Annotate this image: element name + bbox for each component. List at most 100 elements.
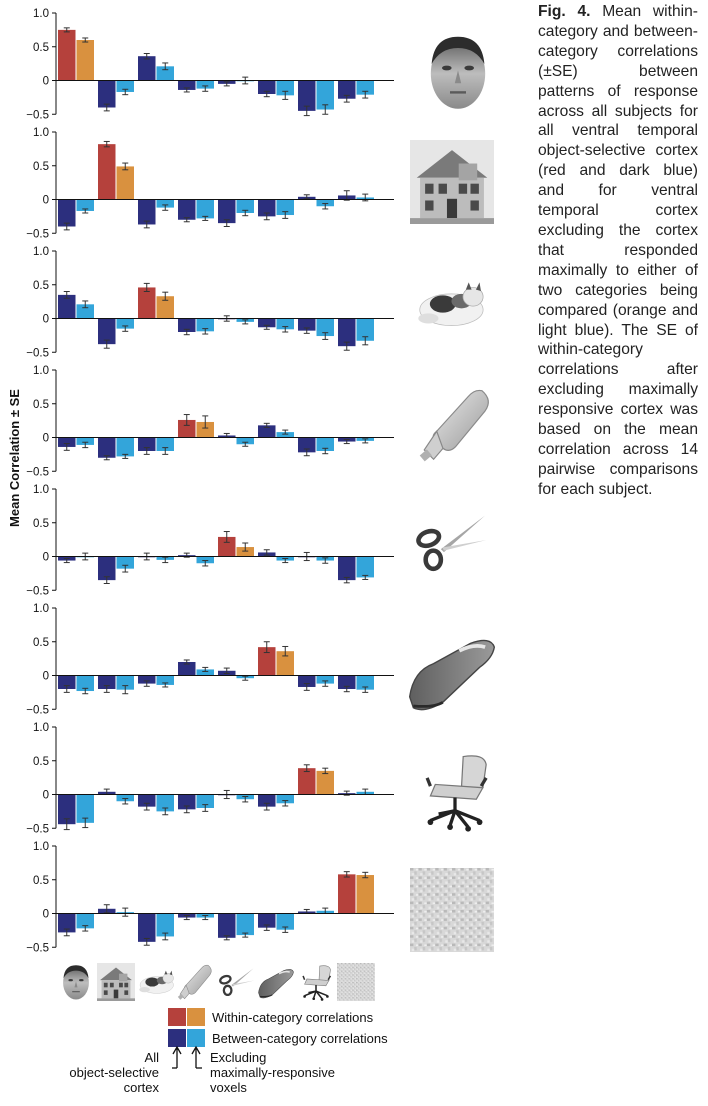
bar-face-excl	[76, 304, 94, 319]
bar-shoe-all	[258, 913, 276, 928]
panel-2: 1.0 0.5 0 −0.5	[26, 127, 394, 240]
bar-chair-excl	[316, 199, 334, 207]
bar-cat-all	[138, 675, 156, 684]
bar-shoe-all	[258, 318, 276, 328]
y-tick-label: 0.5	[33, 399, 49, 411]
bar-cat-excl	[156, 913, 174, 937]
face-icon	[63, 965, 89, 1000]
bar-bottle-excl	[196, 199, 214, 219]
y-tick-label: 1.0	[33, 246, 49, 258]
bar-face-excl	[76, 794, 94, 823]
y-tick-label: 0	[43, 195, 49, 207]
category-icons	[63, 963, 375, 1002]
bar-house-all	[98, 675, 116, 689]
bar-face-all	[58, 675, 76, 689]
bar-bottle-excl	[196, 556, 214, 564]
legend-excl-label-line: maximally-responsive	[210, 1065, 335, 1080]
bar-scrambled-excl	[356, 80, 374, 95]
bar-scrambled-excl	[356, 875, 374, 914]
bar-shoe-excl	[276, 318, 294, 330]
bar-shoe-excl	[276, 651, 294, 676]
bar-bottle-all	[178, 80, 196, 90]
y-tick-label: −0.5	[26, 585, 49, 597]
bar-cat-excl	[156, 794, 174, 812]
bar-shoe-excl	[276, 80, 294, 96]
legend-swatch-between-excl	[187, 1029, 205, 1047]
bar-bottle-excl	[196, 421, 214, 438]
bar-bottle-excl	[196, 669, 214, 676]
bar-bottle-all	[178, 662, 196, 676]
bar-scrambled-all	[338, 556, 356, 581]
bar-house-excl	[116, 318, 134, 329]
bar-scrambled-excl	[356, 675, 374, 690]
y-tick-label: 0.5	[33, 42, 49, 54]
bar-chair-all	[298, 437, 316, 453]
legend-within-label: Within-category correlations	[212, 1010, 374, 1025]
y-tick-label: −0.5	[26, 109, 49, 121]
legend-all-label-line: cortex	[124, 1080, 160, 1095]
bar-house-excl	[116, 437, 134, 457]
legend: Within-category correlations Between-cate…	[69, 1008, 388, 1095]
bar-face-excl	[76, 199, 94, 211]
bar-cat-all	[138, 437, 156, 451]
panel-3: 1.0 0.5 0 −0.5	[26, 246, 394, 359]
chair-image	[425, 754, 488, 832]
y-tick-label: 0	[43, 314, 49, 326]
bar-scissors-all	[218, 536, 236, 557]
bar-house-excl	[116, 556, 134, 569]
bar-face-all	[58, 913, 76, 933]
bar-bottle-excl	[196, 794, 214, 808]
bar-cat-excl	[156, 199, 174, 208]
bar-chair-all	[298, 80, 316, 111]
bar-house-all	[98, 318, 116, 345]
bar-house-all	[98, 437, 116, 458]
bottle-image	[419, 389, 490, 463]
caption-label: Fig. 4.	[538, 3, 591, 20]
legend-arrow-excl	[191, 1045, 201, 1068]
bar-chair-excl	[316, 318, 334, 337]
bar-bottle-all	[178, 794, 196, 810]
bar-shoe-all	[258, 647, 276, 676]
bar-cat-excl	[156, 296, 174, 319]
legend-excl-label-line: voxels	[210, 1080, 247, 1095]
y-tick-label: −0.5	[26, 228, 49, 240]
panel-4: 1.0 0.5 0 −0.5	[26, 365, 394, 478]
bar-shoe-all	[258, 199, 276, 217]
bar-house-all	[98, 80, 116, 108]
chair-icon	[302, 964, 332, 1002]
bar-cat-excl	[156, 675, 174, 685]
caption-text: Mean within-category and between-categor…	[538, 3, 698, 498]
scissors-image	[416, 516, 486, 569]
bar-shoe-excl	[276, 432, 294, 438]
y-tick-label: 0.5	[33, 875, 49, 887]
bar-shoe-excl	[276, 794, 294, 804]
bar-bottle-all	[178, 199, 196, 220]
panel-7: 1.0 0.5 0 −0.5	[26, 722, 394, 835]
y-tick-label: −0.5	[26, 823, 49, 835]
panel-1: 1.0 0.5 0 −0.5	[26, 8, 394, 121]
bar-shoe-all	[258, 425, 276, 438]
row-images	[407, 36, 497, 952]
y-tick-label: 1.0	[33, 603, 49, 615]
bar-face-all	[58, 437, 76, 447]
bar-scrambled-all	[338, 80, 356, 99]
y-axis-title: Mean Correlation ± SE	[7, 389, 22, 527]
bar-cat-all	[138, 794, 156, 807]
y-tick-label: −0.5	[26, 942, 49, 954]
cat-image	[417, 281, 484, 327]
shoe-icon	[257, 968, 295, 999]
bar-scissors-excl	[236, 547, 254, 557]
bar-scissors-all	[218, 913, 236, 938]
bar-face-all	[58, 199, 76, 227]
legend-between-label: Between-category correlations	[212, 1031, 388, 1046]
bar-scissors-excl	[236, 199, 254, 213]
bar-shoe-all	[258, 794, 276, 807]
bar-face-excl	[76, 913, 94, 929]
bar-house-excl	[116, 794, 134, 802]
bar-face-all	[58, 294, 76, 319]
y-tick-label: 1.0	[33, 365, 49, 377]
y-tick-label: 0	[43, 909, 49, 921]
y-tick-label: 1.0	[33, 127, 49, 139]
y-tick-label: 0	[43, 552, 49, 564]
